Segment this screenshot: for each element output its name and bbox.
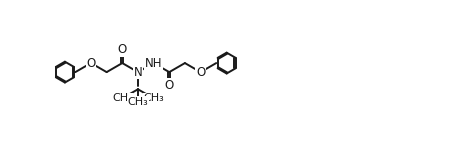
Text: CH₃: CH₃ — [143, 93, 164, 103]
Text: N: N — [134, 66, 142, 79]
Text: O: O — [164, 79, 174, 92]
Text: CH₃: CH₃ — [128, 97, 148, 107]
Text: NH: NH — [145, 57, 162, 70]
Text: O: O — [118, 43, 127, 56]
Text: CH₃: CH₃ — [112, 93, 133, 103]
Text: O: O — [196, 66, 205, 79]
Text: O: O — [87, 57, 96, 70]
